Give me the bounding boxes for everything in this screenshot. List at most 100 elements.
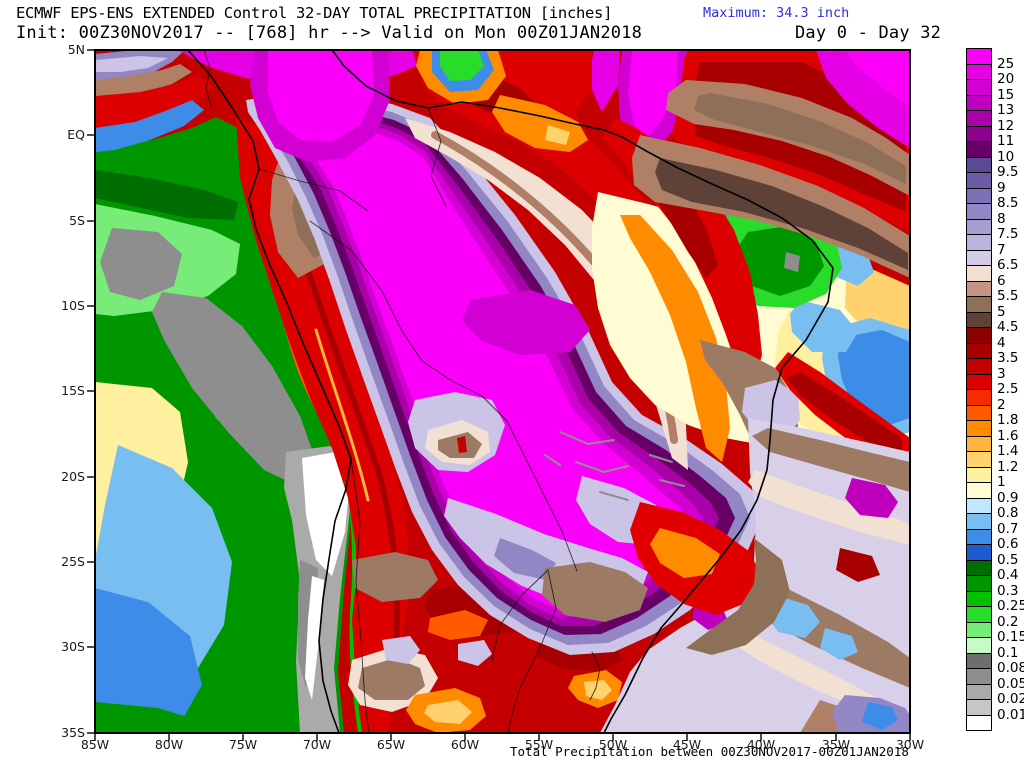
region-nw-gray-patch	[100, 228, 182, 300]
lon-label-50W: 50W	[598, 737, 628, 752]
legend-label-25: 25	[997, 55, 1015, 72]
region-s-slate1	[494, 538, 556, 580]
legend-swatch-0.5	[966, 559, 992, 576]
legend-swatch-9.5	[966, 172, 992, 189]
legend-swatch-5	[966, 311, 992, 328]
legend-swatch-1.2	[966, 466, 992, 483]
region-coast-red-ne-dark	[786, 372, 902, 456]
legend-label-0.05: 0.05	[997, 675, 1024, 692]
region-top-yellow	[545, 125, 570, 145]
footer-caption: Total Precipitation between 00Z30NOV2017…	[510, 744, 909, 759]
region-topleft-red	[95, 76, 214, 130]
lat-label-35S: 35S	[61, 725, 85, 740]
legend-label-0.7: 0.7	[997, 520, 1019, 537]
legend-swatch-0.3	[966, 590, 992, 607]
region-topleft-lavender	[95, 56, 168, 72]
legend-swatch-0.01	[966, 714, 992, 731]
region-sc-orange1-y	[424, 700, 472, 724]
legend-label-0.02: 0.02	[997, 691, 1024, 707]
region-west-blue	[95, 588, 202, 733]
legend-label-4: 4	[997, 334, 1006, 351]
region-topleft-darkgreen	[95, 170, 238, 220]
legend-swatch-0.05	[966, 683, 992, 700]
legend-label-9.5: 9.5	[997, 164, 1019, 180]
legend-label-0.2: 0.2	[997, 613, 1019, 630]
legend-label-10: 10	[997, 148, 1015, 165]
legend-swatch-max	[966, 48, 992, 65]
region-tr-magenta-br	[845, 50, 910, 106]
legend-swatch-1.4	[966, 451, 992, 468]
region-sc-lav2	[458, 640, 492, 666]
legend-swatch-11	[966, 141, 992, 158]
legend-swatch-15	[966, 94, 992, 111]
lon-label-30W: 30W	[895, 737, 925, 752]
lat-label-EQ: EQ	[67, 127, 85, 142]
legend-label-0.25: 0.25	[997, 598, 1024, 614]
legend-label-13: 13	[997, 102, 1015, 118]
region-tr-graybrown-dark	[694, 93, 906, 184]
region-top-red-mass	[412, 50, 672, 300]
legend-swatch-8	[966, 218, 992, 235]
legend-label-0.3: 0.3	[997, 582, 1019, 599]
legend-swatch-0.1	[966, 652, 992, 669]
legend-swatch-1	[966, 482, 992, 499]
region-andes-gray	[152, 292, 315, 488]
legend-swatch-13	[966, 110, 992, 127]
region-topleft-brown	[95, 64, 192, 98]
region-pocket-red	[457, 436, 467, 453]
region-se-magenta	[845, 478, 898, 518]
legend-swatch-7	[966, 249, 992, 266]
page-title: ECMWF EPS-ENS EXTENDED Control 32-DAY TO…	[16, 4, 613, 22]
region-borders	[203, 50, 601, 733]
region-sc-lav1	[382, 636, 420, 664]
legend-label-0.6: 0.6	[997, 536, 1019, 552]
legend-swatch-0.15	[966, 637, 992, 654]
legend-label-11: 11	[997, 133, 1015, 149]
legend-swatch-0.4	[966, 575, 992, 592]
region-sc-brown1	[352, 552, 438, 602]
legend-label-20: 20	[997, 71, 1015, 87]
lon-label-70W: 70W	[302, 737, 332, 752]
precip-contour-regions	[95, 50, 910, 733]
legend-label-1: 1	[997, 474, 1006, 490]
region-core-mid-patch	[462, 290, 590, 355]
lon-label-65W: 65W	[376, 737, 406, 752]
legend-swatch-0.6	[966, 544, 992, 561]
lat-label-15S: 15S	[61, 383, 85, 398]
legend-swatch-12	[966, 125, 992, 142]
lon-label-75W: 75W	[228, 737, 258, 752]
lon-label-80W: 80W	[154, 737, 184, 752]
region-se-brown-crescent	[686, 538, 790, 655]
lon-label-45W: 45W	[672, 737, 702, 752]
legend-label-1.4: 1.4	[997, 443, 1019, 459]
region-sc-orange-mid	[428, 610, 488, 640]
region-se-lblue2	[820, 628, 858, 660]
region-bl-green	[95, 702, 208, 733]
legend-label-0.15: 0.15	[997, 629, 1024, 645]
legend-label-3.5: 3.5	[997, 350, 1019, 366]
region-atacama-white	[302, 452, 350, 576]
legend-swatch-3	[966, 373, 992, 390]
legend-swatch-0.9	[966, 497, 992, 514]
lon-label-40W: 40W	[746, 737, 776, 752]
legend-label-0.01: 0.01	[997, 706, 1024, 723]
axis-tick-marks	[87, 49, 911, 741]
region-tr-green-gray	[784, 252, 800, 272]
legend-label-2: 2	[997, 396, 1006, 413]
lat-label-20S: 20S	[61, 469, 85, 484]
legend-label-8: 8	[997, 210, 1006, 227]
legend-label-8.5: 8.5	[997, 195, 1019, 211]
legend-label-3: 3	[997, 365, 1006, 382]
legend-swatch-4.5	[966, 327, 992, 344]
lon-label-35W: 35W	[821, 737, 851, 752]
legend-swatch-0.7	[966, 528, 992, 545]
lat-label-5N: 5N	[67, 42, 85, 57]
legend-swatch-2.5	[966, 389, 992, 406]
region-se-cream1	[748, 470, 910, 545]
legend-label-12: 12	[997, 117, 1015, 134]
legend-swatch-4	[966, 342, 992, 359]
legend-label-0.1: 0.1	[997, 644, 1019, 661]
region-cyan-green	[440, 50, 484, 81]
legend-swatch-6	[966, 280, 992, 297]
legend-swatch-0.25	[966, 606, 992, 623]
